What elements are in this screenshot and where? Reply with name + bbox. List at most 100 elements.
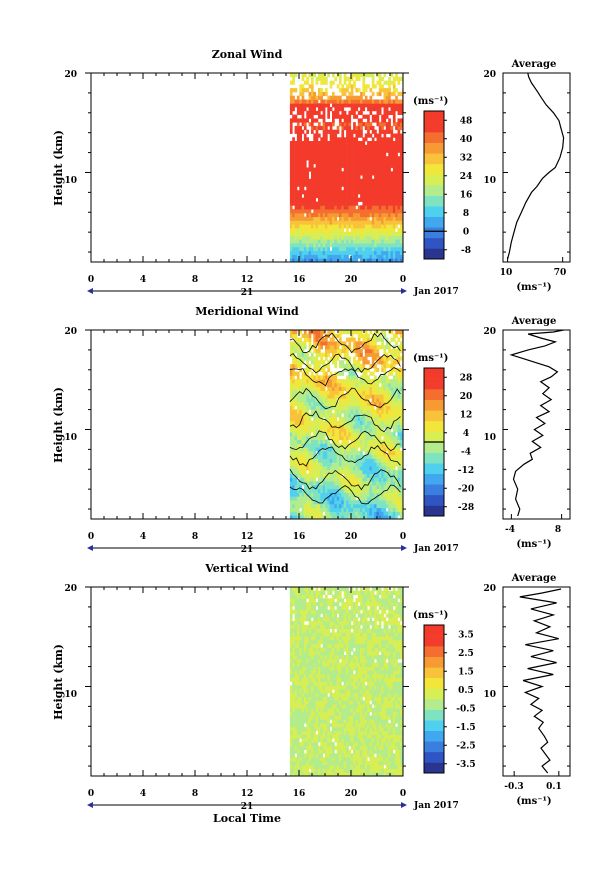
meridional-wind-heatmap-cell: [332, 496, 335, 501]
meridional-wind-heatmap-cell: [320, 496, 323, 501]
zonal-wind-heatmap-cell: [322, 220, 326, 225]
zonal-wind-heatmap-cell: [301, 144, 305, 149]
meridional-wind-heatmap-cell: [350, 386, 354, 391]
zonal-wind-heatmap-cell: [327, 148, 330, 153]
zonal-wind-heatmap-cell: [378, 175, 382, 180]
meridional-wind-heatmap-cell: [327, 511, 330, 516]
meridional-wind-heatmap-cell: [292, 333, 295, 338]
meridional-wind-heatmap-cell: [292, 500, 295, 505]
meridional-wind-heatmap-cell: [329, 515, 333, 519]
meridional-wind-heatmap-cell: [397, 466, 401, 471]
meridional-wind-heatmap-cell: [320, 473, 323, 478]
zonal-wind-heatmap-cell: [362, 246, 366, 252]
zonal-wind-heatmap-cell: [355, 228, 359, 233]
zonal-wind-heatmap-cell: [390, 254, 394, 259]
meridional-wind-heatmap-cell: [381, 382, 384, 388]
vertical-wind-heatmap-cell: [303, 711, 307, 716]
zonal-wind-heatmap-cell: [329, 159, 333, 165]
meridional-wind-heatmap-cell: [315, 466, 319, 471]
zonal-wind-heatmap-cell: [371, 137, 375, 142]
meridional-wind-heatmap-cell: [341, 451, 345, 456]
meridional-wind-heatmap-cell: [292, 473, 295, 478]
zonal-wind-heatmap-cell: [325, 156, 328, 161]
meridional-wind-heatmap-cell: [399, 435, 403, 440]
zonal-wind-heatmap-cell: [367, 141, 370, 146]
meridional-wind-heatmap-cell: [374, 458, 377, 463]
meridional-wind-heatmap-cell: [371, 348, 375, 354]
zonal-wind-heatmap-cell: [390, 99, 394, 104]
meridional-wind-heatmap-cell: [399, 439, 403, 444]
zonal-wind-heatmap-cell: [322, 99, 326, 104]
meridional-wind-heatmap-cell: [390, 432, 394, 437]
zonal-wind-colorbar-swatch: [424, 142, 444, 154]
vertical-wind-heatmap-cell: [299, 602, 302, 607]
zonal-wind-heatmap-cell: [334, 239, 338, 244]
zonal-wind-heatmap-cell: [320, 80, 323, 85]
zonal-wind-heatmap-cell: [378, 231, 382, 236]
zonal-wind-heatmap-cell: [392, 250, 396, 255]
meridional-wind-heatmap-cell: [301, 341, 305, 346]
vertical-wind-heatmap-cell: [292, 673, 295, 679]
meridional-wind-heatmap-cell: [311, 345, 314, 350]
meridional-wind-heatmap-cell: [294, 503, 298, 509]
meridional-wind-ylabel: Height (km): [52, 387, 65, 463]
zonal-wind-heatmap-cell: [334, 212, 338, 218]
zonal-wind-heatmap-cell: [348, 156, 352, 161]
zonal-wind-heatmap-cell: [383, 243, 387, 248]
vertical-wind-heatmap-cell: [289, 764, 293, 769]
meridional-wind-heatmap-cell: [374, 382, 377, 388]
vertical-wind-heatmap-cell: [301, 708, 305, 713]
meridional-wind-heatmap-cell: [374, 424, 377, 429]
meridional-wind-heatmap-cell: [318, 462, 321, 467]
meridional-wind-heatmap-cell: [395, 503, 398, 509]
zonal-wind-heatmap-cell: [327, 246, 330, 252]
zonal-wind-heatmap-cell: [369, 88, 373, 93]
meridional-wind-heatmap-cell: [350, 420, 354, 425]
vertical-wind-heatmap-cell: [294, 764, 298, 769]
meridional-wind-heatmap-cell: [289, 477, 293, 482]
meridional-wind-heatmap-cell: [364, 458, 368, 463]
meridional-wind-heatmap-cell: [296, 401, 300, 406]
vertical-wind-heatmap-cell: [299, 764, 302, 769]
zonal-wind-heatmap-cell: [339, 205, 342, 210]
meridional-wind-heatmap-cell: [292, 356, 295, 361]
meridional-wind-heatmap-cell: [381, 341, 384, 346]
zonal-wind-heatmap-cell: [292, 167, 295, 172]
zonal-wind-heatmap-cell: [378, 250, 382, 255]
zonal-wind-heatmap-cell: [313, 148, 316, 153]
meridional-wind-heatmap-cell: [390, 511, 394, 516]
zonal-wind-heatmap-cell: [355, 235, 359, 240]
zonal-wind-heatmap-cell: [348, 231, 352, 236]
meridional-wind-heatmap-cell: [318, 345, 321, 350]
meridional-wind-heatmap-cell: [332, 466, 335, 471]
meridional-wind-heatmap-cell: [381, 477, 384, 482]
zonal-wind-heatmap-cell: [378, 137, 382, 142]
meridional-wind-heatmap-cell: [334, 345, 338, 350]
meridional-wind-heatmap-cell: [376, 462, 380, 467]
vertical-wind-heatmap-cell: [294, 590, 298, 595]
meridional-wind-heatmap-cell: [306, 382, 309, 388]
zonal-wind-heatmap-cell: [385, 254, 389, 259]
meridional-wind-heatmap-cell: [325, 337, 328, 342]
zonal-wind-heatmap-cell: [374, 197, 377, 202]
meridional-wind-heatmap-cell: [360, 420, 363, 425]
zonal-wind-heatmap-cell: [399, 190, 403, 195]
zonal-wind-heatmap-cell: [320, 171, 323, 176]
vertical-wind-heatmap-cell: [301, 685, 305, 690]
zonal-wind-heatmap-cell: [334, 129, 338, 134]
meridional-wind-heatmap-cell: [294, 435, 298, 440]
zonal-wind-heatmap-cell: [339, 175, 342, 180]
meridional-wind-heatmap-cell: [388, 496, 391, 501]
zonal-wind-heatmap-cell: [362, 197, 366, 202]
meridional-wind-heatmap-cell: [299, 458, 302, 463]
zonal-wind-heatmap-cell: [353, 224, 356, 229]
zonal-wind-heatmap-cell: [318, 250, 321, 255]
zonal-wind-heatmap-cell: [306, 99, 309, 104]
meridional-wind-heatmap-cell: [301, 451, 305, 456]
zonal-wind-heatmap-cell: [343, 110, 347, 115]
zonal-wind-heatmap-cell: [318, 73, 321, 78]
zonal-wind-heatmap-cell: [355, 171, 359, 176]
zonal-wind-heatmap-cell: [311, 243, 314, 248]
zonal-wind-heatmap-cell: [395, 186, 398, 191]
zonal-wind-heatmap-cell: [308, 239, 312, 244]
